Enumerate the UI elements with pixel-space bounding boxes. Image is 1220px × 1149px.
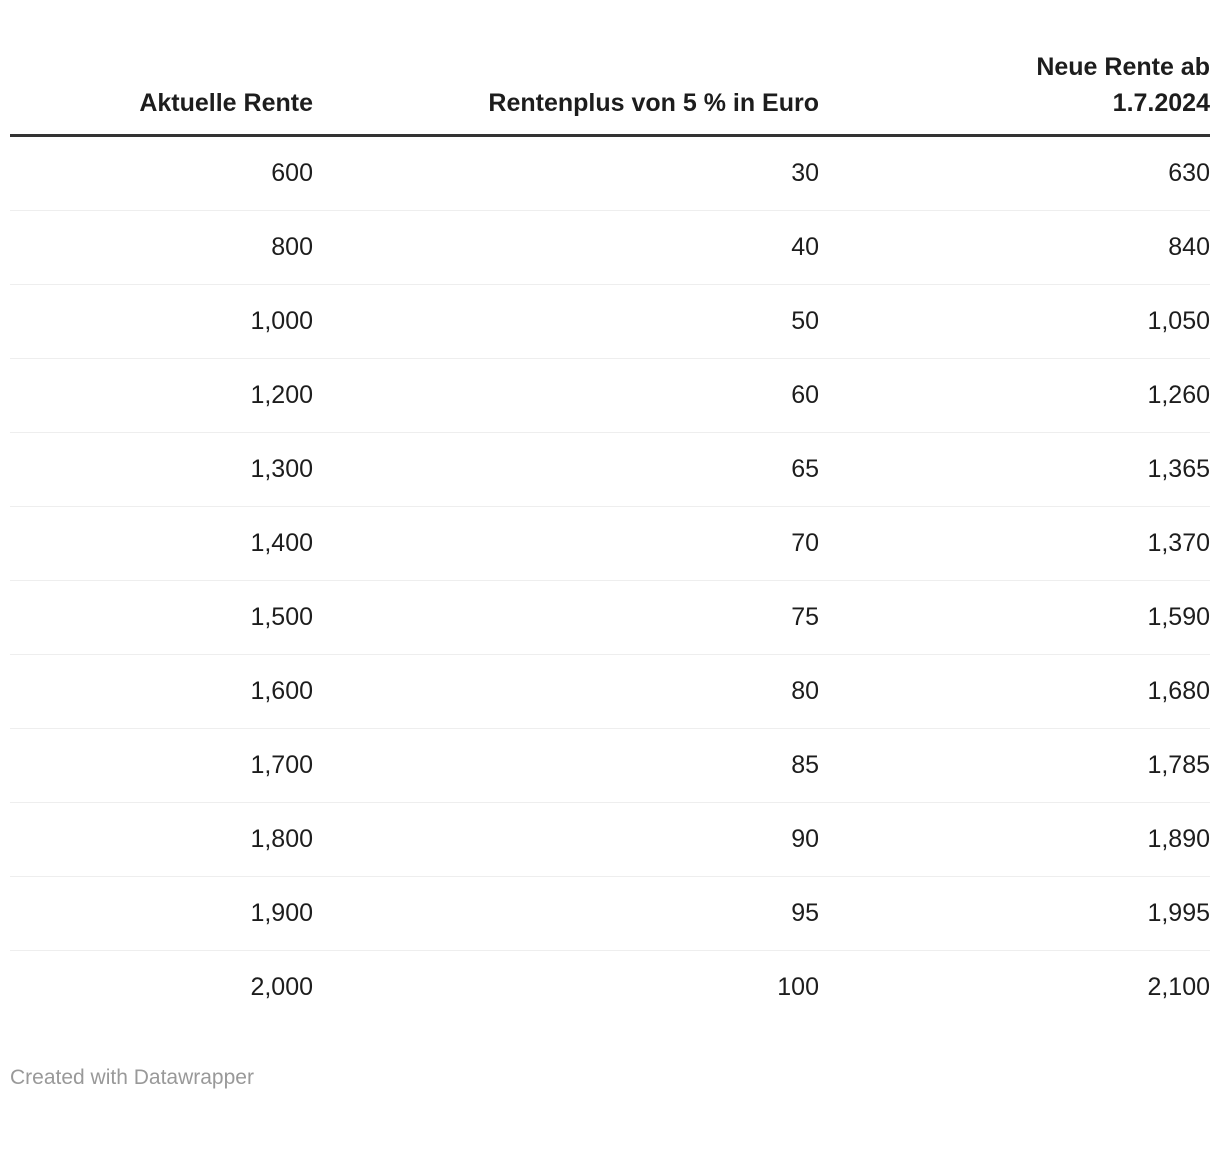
table-cell: 80 [313,654,819,729]
table-row: 1,600 80 1,680 [10,654,1210,729]
table-cell: 1,500 [10,580,313,655]
column-header-neue-rente: Neue Rente ab 1.7.2024 [819,49,1210,137]
table-cell: 90 [313,802,819,877]
table-header-row: Aktuelle Rente Rentenplus von 5 % in Euro… [10,49,1210,137]
table-cell: 1,600 [10,654,313,729]
table-cell: 1,890 [819,802,1210,877]
table-row: 1,000 50 1,050 [10,284,1210,359]
datawrapper-attribution-link[interactable]: Created with Datawrapper [10,1066,254,1089]
table-cell: 840 [819,210,1210,285]
table-cell: 600 [271,159,313,187]
table-row: 1,700 85 1,785 [10,728,1210,803]
table-cell: 1,400 [10,506,313,581]
table-row: 1,400 70 1,370 [10,506,1210,581]
table-row: 1,800 90 1,890 [10,802,1210,877]
table-cell: 800 [10,210,313,285]
table-row: 1,200 60 1,260 [10,358,1210,433]
attribution-bar: Created with Datawrapper [10,1065,1210,1090]
table-row: 1,300 65 1,365 [10,432,1210,507]
table-cell: 1,300 [10,432,313,507]
table-cell: 40 [313,210,819,285]
table-cell: 1,000 [10,284,313,359]
table-cell: 1,900 [10,876,313,951]
column-header-aktuelle-rente: Aktuelle Rente [10,49,313,137]
table-cell: 1,785 [819,728,1210,803]
table-cell: 1,800 [10,802,313,877]
table-body: 600 30 630 800 40 840 1,000 50 1,050 1,200 60 1,260… [10,136,1210,1024]
table-cell: 1,050 [819,284,1210,359]
column-header-rentenplus: Rentenplus von 5 % in Euro [313,49,819,137]
table-cell: 50 [313,284,819,359]
table-cell: 1,365 [819,432,1210,507]
datawrapper-table-page: Aktuelle Rente Rentenplus von 5 % in Euro… [0,49,1220,1090]
table-row: 1,500 75 1,590 [10,580,1210,655]
table-cell: 75 [313,580,819,655]
table-cell: 1,995 [819,876,1210,951]
table-row: 1,900 95 1,995 [10,876,1210,951]
table-row: 600 30 630 [10,136,1210,211]
table-cell: 1,590 [819,580,1210,655]
table-row: 2,000 100 2,100 [10,950,1210,1024]
table-cell: 95 [313,876,819,951]
table-cell: 85 [313,728,819,803]
table-row: 800 40 840 [10,210,1210,285]
table-cell: 2,000 [10,950,313,1024]
table-cell: 1,260 [819,358,1210,433]
table-cell: 100 [313,950,819,1024]
table-cell: 1,370 [819,506,1210,581]
table-cell: 1,700 [10,728,313,803]
table-cell: 2,100 [819,950,1210,1024]
table-cell: 65 [313,432,819,507]
table-cell: 60 [313,358,819,433]
table-header: Aktuelle Rente Rentenplus von 5 % in Euro… [10,49,1210,137]
table-cell: 70 [313,506,819,581]
table-cell: 30 [791,159,819,187]
table-cell: 1,200 [10,358,313,433]
table-cell: 1,680 [819,654,1210,729]
pension-table: Aktuelle Rente Rentenplus von 5 % in Euro… [10,49,1210,1024]
table-cell: 630 [1168,159,1210,187]
